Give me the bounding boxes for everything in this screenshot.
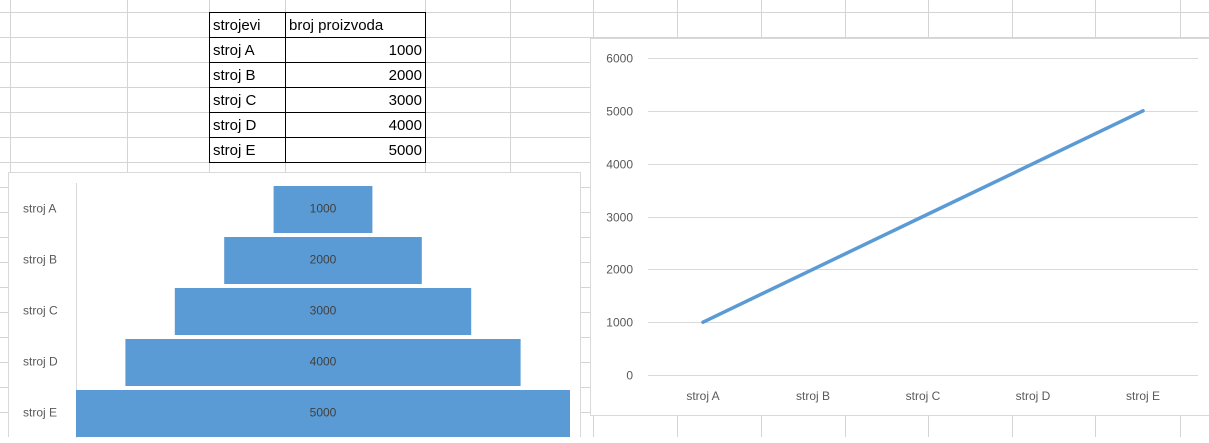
funnel-data-label: 2000 [310,253,337,267]
funnel-data-label: 3000 [310,304,337,318]
table-cell-label: stroj B [213,67,256,84]
line-chart-x-tick: stroj D [1016,389,1051,403]
funnel-bar[interactable] [125,339,521,386]
line-chart-y-tick: 2000 [606,263,633,277]
funnel-category-label: stroj A [23,202,56,216]
line-chart-plot: 0 1000 2000 3000 4000 5000 6000 stroj A stroj B s… [606,52,1198,403]
funnel-category-label: stroj E [23,406,57,420]
table-cell-label: stroj D [213,117,257,134]
funnel-bar[interactable] [273,186,373,233]
table-cell-value: 4000 [389,117,422,134]
line-chart-point[interactable] [921,214,925,219]
table-cell-value: 1000 [389,42,422,59]
table-header-strojevi: strojevi [213,17,261,34]
funnel-bar[interactable] [224,237,422,284]
table-cell-value: 2000 [389,67,422,84]
funnel-category-label: stroj D [23,355,58,369]
line-chart-point[interactable] [811,267,815,271]
line-chart-x-tick: stroj A [686,389,719,403]
line-chart-x-tick: stroj C [906,389,941,403]
table-cell-value: 5000 [389,142,422,159]
line-chart-point[interactable] [701,320,705,324]
line-chart-point[interactable] [1031,162,1035,166]
line-chart[interactable]: 0 1000 2000 3000 4000 5000 6000 stroj A stroj B s… [590,38,1209,416]
data-table: strojevi broj proizvoda stroj A 1000 str… [209,12,426,163]
funnel-bar[interactable] [174,288,472,335]
line-chart-x-tick: stroj E [1126,389,1160,403]
table-cell-label: stroj C [213,92,257,109]
line-chart-x-tick: stroj B [796,389,830,403]
line-chart-y-tick: 0 [626,369,633,383]
table-cell-label: stroj A [213,42,255,59]
line-chart-y-tick: 1000 [606,316,633,330]
funnel-chart-plot: 1000 stroj A 2000 stroj B 3000 stroj C 4000 str… [23,183,570,438]
line-chart-y-tick: 5000 [606,105,633,119]
table-cell-value: 3000 [389,92,422,109]
line-chart-point[interactable] [1141,109,1145,113]
line-chart-y-tick: 6000 [606,52,633,66]
funnel-data-label: 4000 [310,355,337,369]
funnel-data-label: 1000 [310,202,337,216]
funnel-data-label: 5000 [310,406,337,420]
line-chart-y-tick: 4000 [606,158,633,172]
funnel-category-label: stroj B [23,253,57,267]
funnel-bar[interactable] [76,390,570,437]
table-header-broj-proizvoda: broj proizvoda [289,17,384,34]
table-cell-label: stroj E [213,142,256,159]
line-chart-y-tick: 3000 [606,211,633,225]
funnel-chart[interactable]: 1000 stroj A 2000 stroj B 3000 stroj C 4000 str… [8,172,581,438]
funnel-category-label: stroj C [23,304,58,318]
